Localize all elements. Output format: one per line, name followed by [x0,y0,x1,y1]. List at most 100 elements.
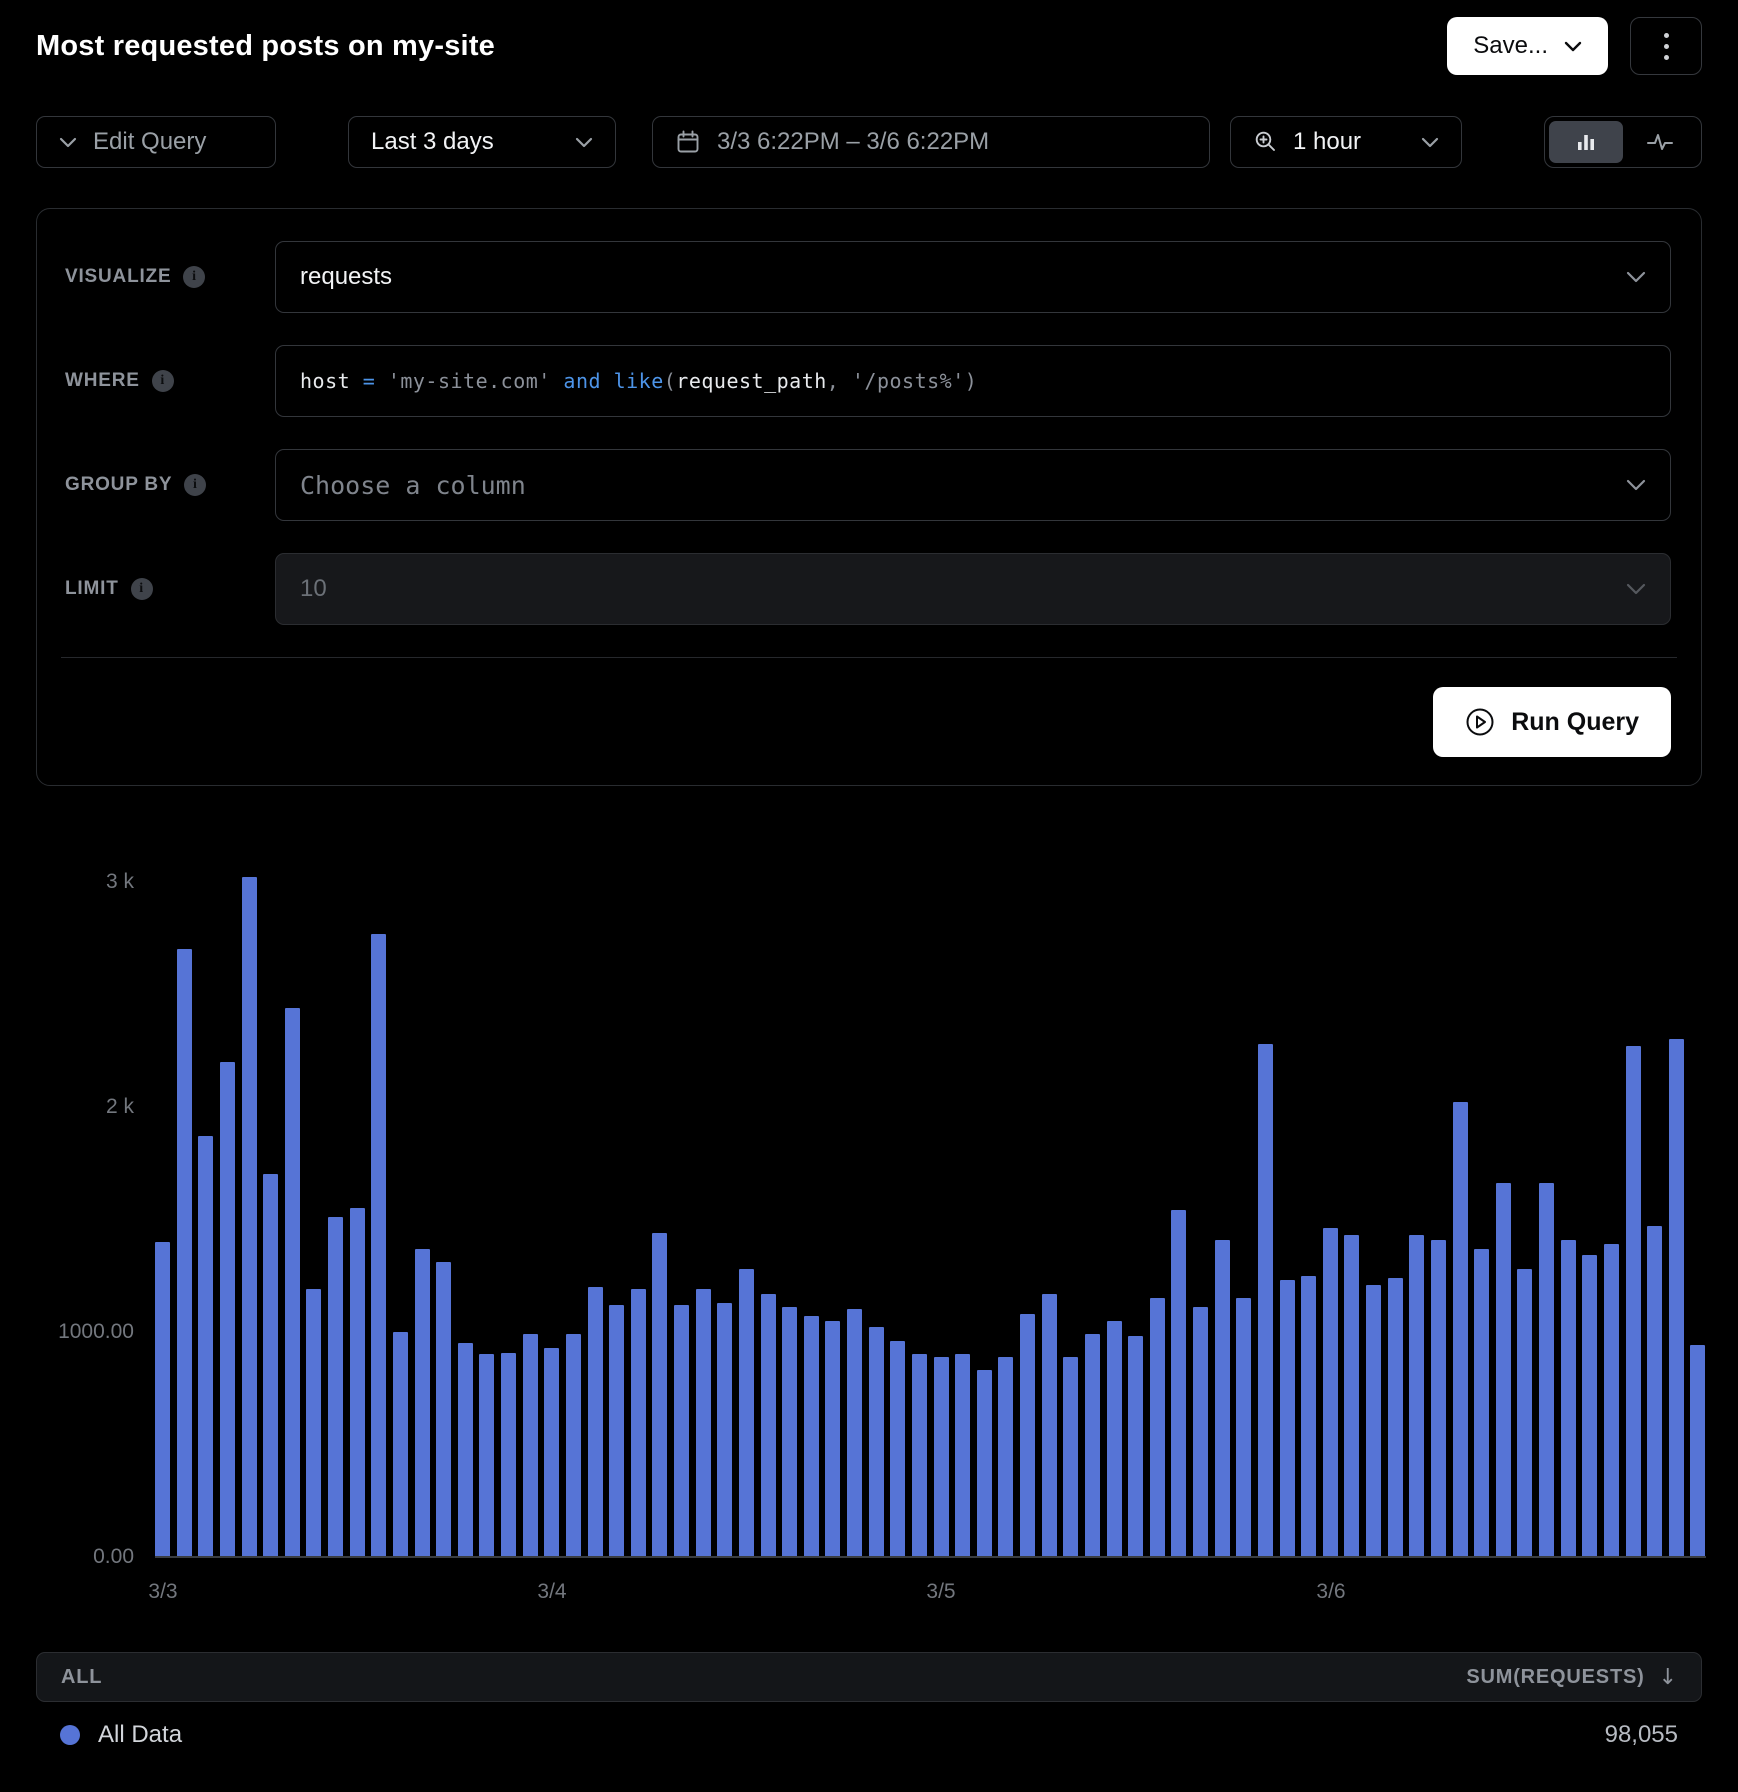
chart-bar[interactable] [1690,1345,1705,1557]
visualize-select[interactable]: requests [275,241,1671,313]
chart-bar[interactable] [1063,1357,1078,1557]
chart-bar[interactable] [1561,1240,1576,1557]
chart-bar[interactable] [1626,1046,1641,1557]
chart-bar[interactable] [285,1008,300,1557]
chart-bar[interactable] [1042,1294,1057,1557]
limit-select[interactable]: 10 [275,553,1671,625]
where-token-punct: , [827,369,852,393]
chart-bar[interactable] [371,934,386,1557]
chart-bar[interactable] [415,1249,430,1557]
run-query-button[interactable]: Run Query [1433,687,1671,757]
table-row[interactable]: All Data 98,055 [36,1710,1702,1760]
chart-bar[interactable] [1344,1235,1359,1557]
chart-bar[interactable] [934,1357,949,1557]
info-icon[interactable]: i [131,578,153,600]
chart-bar[interactable] [717,1303,732,1557]
chart-bar[interactable] [1236,1298,1251,1557]
chart-bar[interactable] [501,1353,516,1557]
sort-desc-icon: ↓ [1659,1665,1677,1690]
chart-bar[interactable] [1258,1044,1273,1557]
chart-bar[interactable] [1171,1210,1186,1557]
chart-bar[interactable] [1150,1298,1165,1557]
chart-bar[interactable] [544,1348,559,1557]
chart-bar[interactable] [1409,1235,1424,1557]
chart-bar[interactable] [1604,1244,1619,1557]
chart-bar[interactable] [588,1287,603,1557]
chart-bar[interactable] [696,1289,711,1557]
kebab-menu-button[interactable] [1630,17,1702,75]
chart-bar[interactable] [1323,1228,1338,1557]
chart-bar[interactable] [1085,1334,1100,1557]
group-by-select[interactable]: Choose a column [275,449,1671,521]
info-icon[interactable]: i [152,370,174,392]
chart-bar[interactable] [155,1242,170,1557]
chart-bar[interactable] [263,1174,278,1557]
chart-bar[interactable] [631,1289,646,1557]
date-range-picker[interactable]: 3/3 6:22PM – 3/6 6:22PM [652,116,1210,168]
chart-bar[interactable] [804,1316,819,1557]
x-axis-line [155,1556,1706,1558]
chart-bar[interactable] [890,1341,905,1557]
chart-bar[interactable] [1128,1336,1143,1557]
chart-bar[interactable] [242,877,257,1557]
chart-bar[interactable] [1474,1249,1489,1557]
chart-bar[interactable] [674,1305,689,1557]
chart-bar[interactable] [912,1354,927,1557]
line-chart-toggle[interactable] [1623,121,1697,163]
save-button[interactable]: Save... [1447,17,1608,75]
chart-bar[interactable] [1517,1269,1532,1557]
chart-bar[interactable] [1107,1321,1122,1557]
chart-bar[interactable] [1647,1226,1662,1557]
chart-bar[interactable] [1301,1276,1316,1557]
chart-bar[interactable] [609,1305,624,1557]
chart-bar[interactable] [1388,1278,1403,1557]
chart-bar[interactable] [1582,1255,1597,1557]
chart-bar[interactable] [523,1334,538,1557]
limit-row: LIMIT i 10 [37,553,1701,625]
chart-bar[interactable] [761,1294,776,1557]
chart-bar[interactable] [436,1262,451,1557]
where-input[interactable]: host = 'my-site.com' and like(request_pa… [275,345,1671,417]
result-table-header: ALL SUM(REQUESTS) ↓ [36,1652,1702,1702]
chart-bar[interactable] [220,1062,235,1557]
chart-bar[interactable] [198,1136,213,1557]
chart-bar[interactable] [350,1208,365,1557]
chart-bar[interactable] [1669,1039,1684,1557]
edit-query-toggle[interactable]: Edit Query [36,116,276,168]
chart-bar[interactable] [955,1354,970,1557]
chart-bar[interactable] [998,1357,1013,1557]
save-button-label: Save... [1473,32,1548,60]
page-title: Most requested posts on my-site [36,30,495,63]
chart-bar[interactable] [869,1327,884,1557]
chart-bar[interactable] [1020,1314,1035,1557]
chart-bar[interactable] [458,1343,473,1557]
chart-bar[interactable] [1453,1102,1468,1557]
chart-bar[interactable] [306,1289,321,1557]
bar-chart-toggle[interactable] [1549,121,1623,163]
chart-bar[interactable] [739,1269,754,1557]
chart-bar[interactable] [566,1334,581,1557]
chart-bar[interactable] [393,1332,408,1557]
chart-bar[interactable] [1280,1280,1295,1557]
chart-bar[interactable] [1215,1240,1230,1557]
chart-bar[interactable] [825,1321,840,1557]
chart-bar[interactable] [847,1309,862,1557]
chart-bar[interactable] [479,1354,494,1557]
chart-bar[interactable] [177,949,192,1557]
interval-dropdown[interactable]: 1 hour [1230,116,1462,168]
chevron-down-icon [1626,271,1646,283]
info-icon[interactable]: i [184,474,206,496]
chart-bar[interactable] [1539,1183,1554,1557]
chart-bar[interactable] [1431,1240,1446,1557]
chart-bar[interactable] [328,1217,343,1557]
chart-bar[interactable] [1496,1183,1511,1557]
chart-bar[interactable] [977,1370,992,1557]
bar-chart-icon [1573,129,1599,155]
sum-column-header[interactable]: SUM(REQUESTS) ↓ [1466,1665,1677,1690]
chart-bar[interactable] [1366,1285,1381,1557]
info-icon[interactable]: i [183,266,205,288]
chart-bar[interactable] [1193,1307,1208,1557]
chart-bar[interactable] [652,1233,667,1557]
time-range-dropdown[interactable]: Last 3 days [348,116,616,168]
chart-bar[interactable] [782,1307,797,1557]
